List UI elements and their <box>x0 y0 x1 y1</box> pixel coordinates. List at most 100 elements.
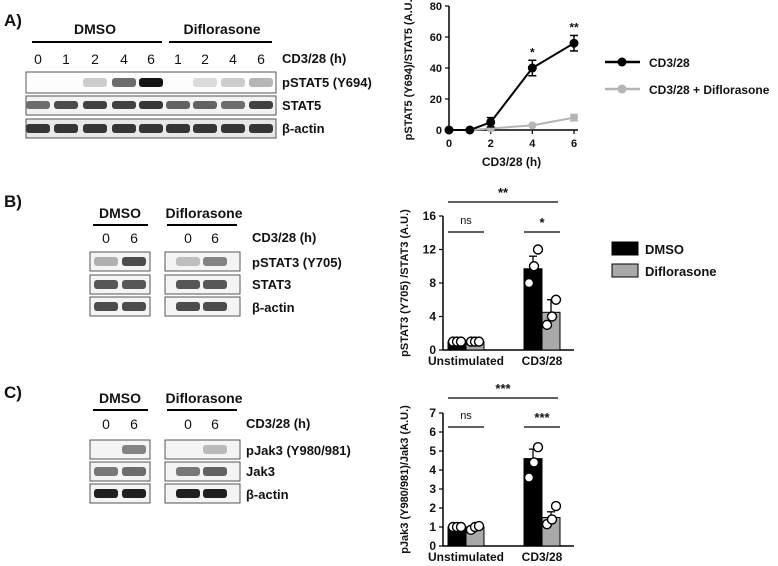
chart-a-point <box>528 121 537 130</box>
blot-c-group-dmso: DMSO <box>99 390 141 406</box>
chart-a-point <box>527 63 537 73</box>
panel-c-label: C) <box>4 383 22 402</box>
blot-c-band <box>176 467 200 476</box>
chart-c-y-tick-label: 2 <box>429 501 436 515</box>
blot-b-strip <box>164 296 241 317</box>
blot-b-band <box>203 257 227 266</box>
bar-chart-pjak3: 0 1 2 3 4 5 6 7 pJak3 (Y980/981)/Jak3 (A.U.) Unst… <box>399 381 574 564</box>
blot-b-lane-label: 0 <box>184 230 192 246</box>
blot-b-band <box>203 302 227 311</box>
chart-b-data-point <box>541 319 553 331</box>
legend-a-swatch-marker <box>617 57 627 67</box>
blot-a-band-actin <box>221 124 245 133</box>
blot-a-band-actin <box>139 124 163 133</box>
blot-c-band <box>203 467 227 476</box>
chart-c-y-tick-label: 5 <box>429 444 436 458</box>
blot-b-strip <box>164 274 241 295</box>
chart-b-data-point <box>473 336 485 347</box>
blot-c-row-pjak3: pJak3 (Y980/981) <box>246 443 351 458</box>
chart-b-significance-label: * <box>539 215 545 230</box>
chart-c-y-tick-label: 4 <box>429 463 436 477</box>
blot-a-lane-label: 2 <box>91 51 99 67</box>
blot-b-group-dmso: DMSO <box>99 205 141 221</box>
chart-a-series-line <box>449 42 575 131</box>
chart-c-data-point <box>523 472 535 483</box>
chart-c-y-label: pJak3 (Y980/981)/Jak3 (A.U.) <box>399 405 411 554</box>
blot-a-band-stat5 <box>83 101 107 109</box>
panel-a-label: A) <box>4 11 22 30</box>
blot-b-strip <box>89 251 151 272</box>
chart-c-data-point <box>455 521 467 533</box>
legend-b-swatch <box>611 263 639 278</box>
blot-c-row-jak3: Jak3 <box>246 464 275 479</box>
legend-a-swatch-marker <box>617 84 627 94</box>
blot-a-band-stat5 <box>139 101 163 109</box>
blot-c-strip <box>89 483 151 504</box>
blot-a-lane-label: 6 <box>147 51 155 67</box>
blot-c-band <box>94 489 118 498</box>
chart-c-data-point <box>528 457 540 468</box>
chart-c-data-point <box>532 442 544 453</box>
chart-b-y-tick-label: 16 <box>423 209 437 223</box>
blot-a-lane-label: 4 <box>229 51 237 67</box>
chart-b-data-point <box>546 311 558 322</box>
panel-b-label: B) <box>4 192 22 211</box>
blot-b-band <box>176 280 200 289</box>
blot-c-band <box>176 489 200 498</box>
chart-a-point <box>569 38 579 48</box>
blot-b-row-actin: β-actin <box>252 300 295 315</box>
blot-a-row-stat5: STAT5 <box>282 98 321 113</box>
chart-b-significance-label: ns <box>460 215 472 227</box>
blot-a-band-stat5 <box>54 101 78 109</box>
blot-a-lane-label: 1 <box>174 51 182 67</box>
legend-b-entry: Diflorasone <box>645 264 717 279</box>
chart-c-data-point <box>473 520 485 532</box>
blot-c-lane-labels: 0 6 0 6 <box>102 416 219 432</box>
chart-b-data-point <box>523 277 535 289</box>
blot-b-band <box>122 302 146 311</box>
blot-a-lane-label: 2 <box>201 51 209 67</box>
blot-a-band-pstat5 <box>139 78 163 87</box>
chart-c-bar <box>523 458 543 547</box>
chart-a-x-tick-label: 0 <box>446 138 452 150</box>
blot-a-band-stat5 <box>221 101 245 109</box>
blot-a-group-dmso: DMSO <box>74 21 116 37</box>
blot-b-row-pstat3: pSTAT3 (Y705) <box>252 255 342 270</box>
blot-c-strip <box>164 461 241 482</box>
blot-b-band <box>94 257 118 266</box>
blot-a-band-pstat5 <box>193 78 217 87</box>
chart-b-data-point <box>455 336 467 347</box>
chart-a-y-label: pSTAT5 (Y694)/STAT5 (A.U.) <box>403 0 415 140</box>
blot-c-row-actin: β-actin <box>246 487 289 502</box>
blot-a-band-actin <box>54 124 78 133</box>
blot-a-band-actin <box>83 124 107 133</box>
chart-a-y-tick-label: 60 <box>430 32 442 44</box>
legend-line-chart: CD3/28 CD3/28 + Diflorasone <box>605 56 770 97</box>
blot-b-lane-label: 6 <box>130 230 138 246</box>
blot-a-band-stat5 <box>112 101 136 109</box>
legend-a-entry: CD3/28 <box>649 56 690 70</box>
blot-a-band-pstat5 <box>112 78 136 87</box>
blot-a-band-stat5 <box>249 101 273 109</box>
chart-b-y-tick-label: 4 <box>429 310 436 324</box>
chart-b-data-point <box>528 261 540 272</box>
chart-a-point <box>486 117 496 127</box>
chart-b-category-label: CD3/28 <box>522 354 563 368</box>
blot-c-group-diflorasone: Diflorasone <box>165 390 242 406</box>
chart-a-significance: * <box>530 45 535 59</box>
chart-c-y-tick-label: 6 <box>429 425 436 439</box>
chart-b-y-tick-label: 0 <box>429 343 436 357</box>
chart-b-y-tick-label: 12 <box>423 243 437 257</box>
chart-a-significance: ** <box>569 20 579 34</box>
blot-c-strips <box>89 439 241 504</box>
blot-c-band <box>122 489 146 498</box>
blot-a-band-actin <box>193 124 217 133</box>
chart-c-data-point <box>546 514 558 525</box>
chart-b-significance-label: ** <box>498 185 509 200</box>
blot-a-bands-stat5 <box>26 101 273 109</box>
bar-chart-pstat3: 0 4 8 12 16 pSTAT3 (Y705) /STAT3 (A.U.) Unstim… <box>399 185 574 368</box>
chart-c-category-label: Unstimulated <box>428 550 504 564</box>
chart-c-significance-label: *** <box>495 381 511 396</box>
blot-b-band <box>122 280 146 289</box>
blot-c-band <box>94 467 118 476</box>
